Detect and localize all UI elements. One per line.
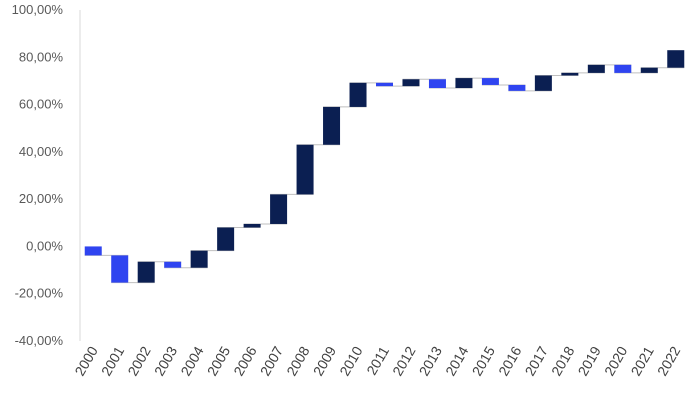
x-tick-label: 2016 — [495, 343, 525, 378]
bars-group — [84, 50, 685, 283]
x-tick-label: 2010 — [336, 343, 366, 378]
x-tick-label: 2004 — [177, 343, 207, 378]
y-tick-label: 40,00% — [19, 144, 64, 159]
bar-2007 — [270, 194, 288, 224]
y-axis: -40,00% -20,00% 0,00% 20,00% 40,00% 60,00% 80,… — [12, 2, 81, 348]
x-tick-label: 2021 — [627, 343, 657, 378]
y-tick-label: -20,00% — [15, 286, 64, 301]
bar-2013 — [428, 79, 446, 89]
x-tick-label: 2001 — [98, 343, 128, 378]
bar-2010 — [349, 82, 367, 107]
x-tick-label: 2018 — [548, 343, 578, 378]
x-tick-label: 2022 — [654, 343, 684, 378]
bar-2021 — [640, 67, 658, 73]
x-tick-label: 2012 — [389, 343, 419, 378]
bar-2008 — [296, 144, 314, 195]
bar-2012 — [402, 79, 420, 87]
bar-2018 — [561, 72, 579, 76]
bar-2017 — [534, 75, 552, 91]
bar-2004 — [190, 250, 208, 268]
x-tick-label: 2015 — [469, 343, 499, 378]
x-tick-label: 2008 — [283, 343, 313, 378]
y-tick-label: 100,00% — [12, 2, 64, 17]
bar-2020 — [614, 64, 632, 73]
y-tick-label: 0,00% — [26, 238, 63, 253]
bar-2005 — [217, 227, 235, 251]
x-tick-label: 2011 — [363, 343, 392, 377]
x-tick-label: 2009 — [310, 343, 340, 378]
bar-2022 — [667, 50, 685, 68]
bar-2006 — [243, 223, 261, 228]
y-tick-label: 60,00% — [19, 97, 64, 112]
x-tick-label: 2013 — [416, 343, 446, 378]
y-tick-label: 20,00% — [19, 191, 64, 206]
x-tick-label: 2020 — [601, 343, 631, 378]
x-tick-label: 2017 — [522, 343, 552, 378]
bar-2019 — [587, 64, 605, 73]
x-tick-label: 2003 — [151, 343, 181, 378]
x-tick-label: 2019 — [574, 343, 604, 378]
x-tick-label: 2000 — [71, 343, 101, 378]
bar-2016 — [508, 84, 526, 91]
y-tick-label: -40,00% — [15, 333, 64, 348]
y-tick-label: 80,00% — [19, 49, 64, 64]
connector-lines — [84, 64, 685, 284]
bar-2001 — [111, 255, 129, 283]
bar-2014 — [455, 78, 473, 89]
x-tick-label: 2005 — [204, 343, 234, 378]
x-tick-label: 2006 — [230, 343, 260, 378]
bar-2002 — [137, 261, 155, 283]
x-axis: 2000200120022003200420052006200720082009… — [71, 343, 683, 378]
bar-2003 — [164, 261, 182, 268]
bar-2011 — [376, 82, 393, 87]
x-tick-label: 2014 — [442, 343, 472, 378]
bar-2000 — [84, 246, 102, 256]
bar-2009 — [323, 106, 341, 145]
x-tick-label: 2007 — [257, 343, 287, 378]
bar-2015 — [481, 78, 499, 85]
x-tick-label: 2002 — [124, 343, 154, 378]
